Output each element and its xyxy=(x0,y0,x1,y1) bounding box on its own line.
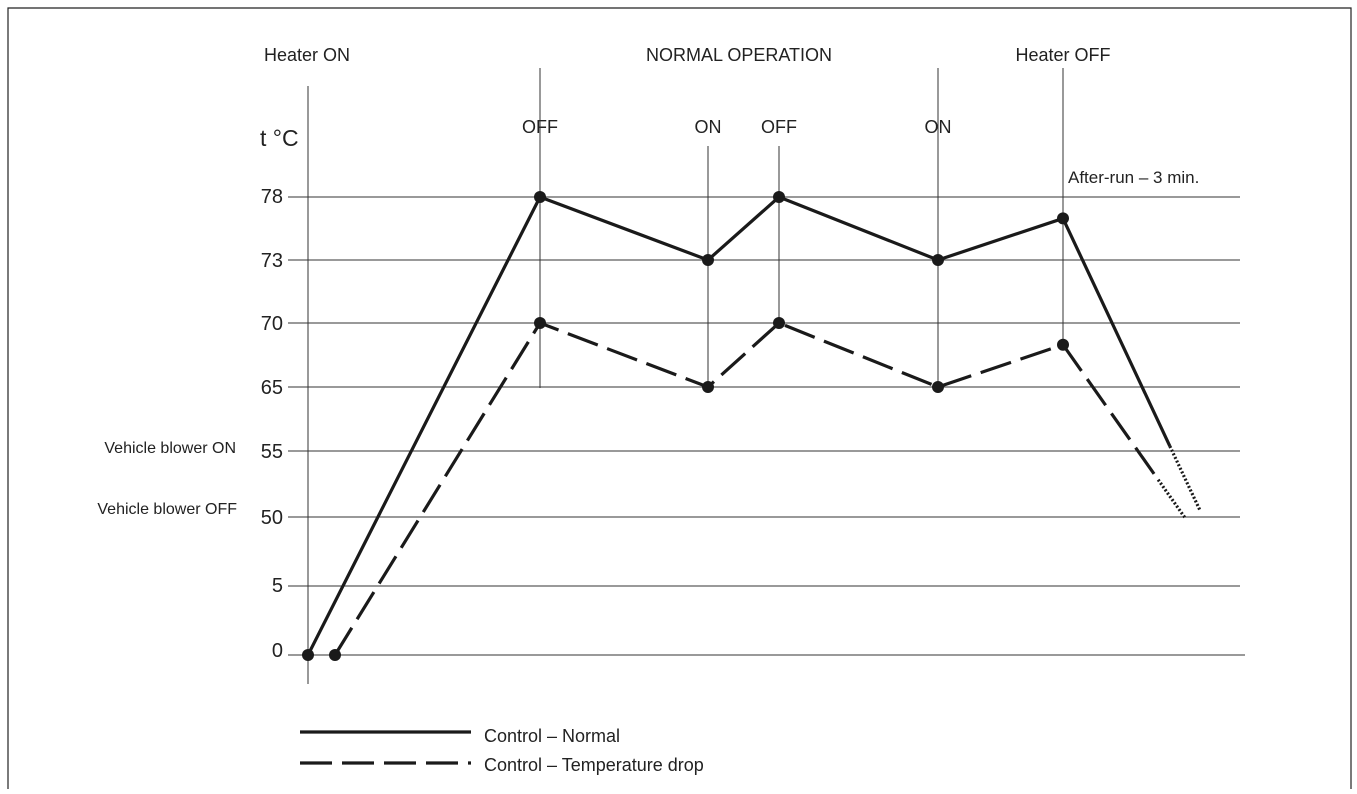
after-run-annotation: After-run – 3 min. xyxy=(1068,168,1199,187)
point-temperature-drop-2 xyxy=(702,381,714,393)
y-tick-73: 73 xyxy=(261,250,283,272)
point-normal-5 xyxy=(1057,212,1069,225)
point-normal-4 xyxy=(932,254,944,266)
point-temperature-drop-0 xyxy=(329,649,341,661)
switch-label-off-2: OFF xyxy=(761,117,797,137)
data-points xyxy=(302,191,1069,661)
series-line-temperature-drop xyxy=(333,321,1064,656)
point-normal-1 xyxy=(534,191,546,203)
point-temperature-drop-5 xyxy=(1057,338,1069,351)
point-temperature-drop-3 xyxy=(773,317,785,329)
side-label-blower-on: Vehicle blower ON xyxy=(104,440,236,457)
y-axis-title: t °C xyxy=(260,125,299,151)
series-tail-0 xyxy=(1061,217,1172,447)
y-tick-78: 78 xyxy=(261,186,283,208)
y-tick-70: 70 xyxy=(261,313,283,335)
point-temperature-drop-1 xyxy=(534,317,546,329)
series-tail-dotted-1 xyxy=(1156,478,1187,519)
top-label-heater-off: Heater OFF xyxy=(1015,45,1110,65)
point-normal-0 xyxy=(302,649,314,661)
switch-label-on-1: ON xyxy=(695,117,722,137)
y-tick-50: 50 xyxy=(261,507,283,529)
series-lines xyxy=(306,195,1202,656)
legend-label-normal: Control – Normal xyxy=(484,726,620,746)
series-tail-1 xyxy=(1061,343,1160,481)
series-tail-dotted-0 xyxy=(1168,445,1202,512)
y-tick-55: 55 xyxy=(261,441,283,463)
y-tick-65: 65 xyxy=(261,377,283,399)
y-tick-5: 5 xyxy=(272,575,283,597)
series-line-normal xyxy=(306,195,1064,656)
point-temperature-drop-4 xyxy=(932,381,944,393)
top-label-heater-on: Heater ON xyxy=(264,45,350,65)
legend: Control – Normal Control – Temperature d… xyxy=(300,726,704,775)
chart-border xyxy=(7,7,1352,789)
event-vertical-lines xyxy=(307,68,1064,684)
y-tick-0: 0 xyxy=(272,640,283,662)
top-label-normal-operation: NORMAL OPERATION xyxy=(646,45,832,65)
point-normal-3 xyxy=(773,191,785,203)
side-label-blower-off: Vehicle blower OFF xyxy=(97,501,237,518)
point-normal-2 xyxy=(702,254,714,266)
horizontal-gridlines xyxy=(288,196,1245,656)
legend-label-temperature-drop: Control – Temperature drop xyxy=(484,755,704,775)
